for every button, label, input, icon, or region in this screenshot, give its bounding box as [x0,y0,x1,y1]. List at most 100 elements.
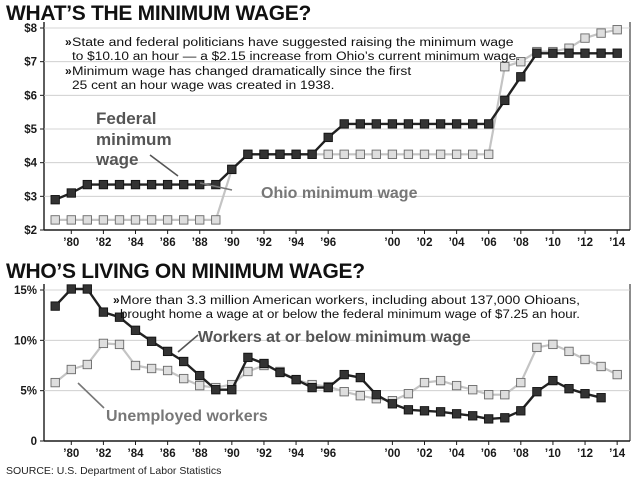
wage-federal-minimum-wage-point [179,179,189,190]
wage-ohio-minimum-wage-point [82,215,92,225]
living-x-tick-label: ’84 [128,448,145,460]
living-unemployed-workers-point [179,373,189,384]
wage-federal-minimum-wage-point [580,48,590,58]
wage-federal-minimum-wage-point [548,48,558,58]
living-x-tick-label: ’06 [481,448,497,460]
living-unemployed-workers-point [451,380,462,391]
wage-federal-minimum-wage-point [419,119,430,129]
wage-federal-minimum-wage-point [146,179,157,190]
living-workers-at-or-below-minimum-wage-point [307,382,317,393]
wage-ohio-minimum-wage-point [612,25,622,35]
wage-x-tick-label: ’14 [609,237,626,249]
living-y-tick-label: 15% [14,285,37,297]
chart-title-living-on-minimum-wage: WHO’S LIVING ON MINIMUM WAGE? [6,260,365,283]
living-workers-at-or-below-minimum-wage-point [548,375,558,386]
living-workers-at-or-below-minimum-wage-point [339,369,349,380]
living-workers-at-or-below-minimum-wage-point [275,367,285,378]
wage-ohio-minimum-wage-point [323,149,333,159]
wage-x-tick-label: ’02 [416,237,432,249]
living-workers-at-or-below-minimum-wage-point [195,370,205,381]
living-workers-at-or-below-minimum-wage-point [50,301,60,311]
wage-note-bullet: » [65,64,72,78]
wage-federal-minimum-wage-point [323,132,333,143]
living-unemployed-workers-point [130,360,141,371]
wage-federal-minimum-wage-point [82,179,92,190]
living-workers-at-or-below-minimum-wage-point [323,382,333,393]
wage-note-line: 25 cent an hour wage was created in 1938… [72,80,334,92]
living-x-tick-label: ’82 [95,448,111,460]
wage-ohio-minimum-wage-point [403,149,414,159]
living-workers-at-or-below-minimum-wage-point [419,406,430,416]
living-x-tick-label: ’00 [384,448,400,460]
wage-federal-minimum-wage-point [596,48,606,58]
living-unemployed-workers-point [532,342,542,353]
living-unemployed-workers-point [355,391,365,401]
wage-federal-minimum-wage-point [435,119,446,129]
living-workers-at-or-below-minimum-wage-point [179,356,189,367]
living-workers-at-or-below-minimum-wage-label-pointer [177,334,199,353]
wage-ohio-minimum-wage-point [484,149,494,159]
living-workers-at-or-below-minimum-wage-point [243,352,253,363]
living-unemployed-workers-point [162,365,173,376]
wage-federal-minimum-wage-label: minimum [96,130,172,149]
living-workers-at-or-below-minimum-wage-point [162,346,173,357]
wage-note-line: State and federal politicians have sugge… [72,37,514,49]
wage-ohio-minimum-wage-point [500,62,510,72]
living-unemployed-workers-point [419,377,430,388]
wage-federal-minimum-wage-point [259,149,269,159]
living-x-tick-label: ’12 [577,448,593,460]
wage-federal-minimum-wage-point [403,119,414,129]
wage-x-tick-label: ’92 [256,237,272,249]
living-x-tick-label: ’80 [63,448,79,460]
living-y-tick-label: 10% [14,335,37,347]
living-workers-at-or-below-minimum-wage-point [98,307,109,317]
living-workers-at-or-below-minimum-wage-point [82,284,92,294]
wage-federal-minimum-wage-point [451,119,462,129]
wage-federal-minimum-wage-point [98,179,109,190]
living-workers-at-or-below-minimum-wage-point [580,389,590,399]
wage-federal-minimum-wage-point [612,48,622,58]
living-chart: 0 5% 10% 15% ’80 ’82 ’84 ’86 ’88 ’90 ’92 ’94 ’96 ’00 ’… [14,284,631,460]
wage-ohio-minimum-wage-point [130,215,141,225]
living-workers-at-or-below-minimum-wage-point [387,399,398,409]
living-workers-at-or-below-minimum-wage-point [468,411,478,421]
living-unemployed-workers-point [98,338,109,349]
wage-ohio-minimum-wage-point [516,57,526,67]
wage-y-tick-label: $4 [24,158,37,170]
living-workers-at-or-below-minimum-wage-point [211,385,221,395]
wage-note-line: Minimum wage has changed dramatically si… [72,66,412,78]
wage-ohio-minimum-wage-point [211,215,221,225]
wage-ohio-minimum-wage-point [162,215,173,225]
living-unemployed-workers-point [580,354,590,365]
living-x-tick-label: ’14 [609,448,626,460]
wage-federal-minimum-wage-point [275,149,285,159]
living-unemployed-workers-label: Unemployed workers [106,408,268,425]
wage-federal-minimum-wage-label: Federal [96,109,156,128]
wage-ohio-minimum-wage-point [339,149,349,159]
living-workers-at-or-below-minimum-wage-point [532,387,542,397]
wage-x-tick-label: ’86 [160,237,176,249]
wage-y-tick-label: $2 [24,225,37,237]
wage-federal-minimum-wage-point [307,149,317,159]
living-unemployed-workers-point [435,375,446,386]
wage-ohio-minimum-wage-point [66,215,76,225]
living-workers-at-or-below-minimum-wage-point [146,336,157,346]
living-unemployed-workers-point [500,390,510,400]
living-note-bullet: » [113,293,120,307]
wage-ohio-minimum-wage-point [146,215,157,225]
living-x-tick-label: ’02 [416,448,432,460]
wage-federal-minimum-wage-point [291,149,301,159]
living-workers-at-or-below-minimum-wage-point [403,405,414,415]
wage-ohio-minimum-wage-point [195,215,205,225]
living-workers-at-or-below-minimum-wage-point [500,413,510,423]
living-x-tick-label: ’90 [224,448,240,460]
wage-federal-minimum-wage-label: wage [95,150,139,169]
living-workers-at-or-below-minimum-wage-label: Workers at or below minimum wage [198,329,471,346]
wage-ohio-minimum-wage-point [451,149,462,159]
living-workers-at-or-below-minimum-wage-point [484,414,494,424]
living-workers-at-or-below-minimum-wage-point [114,312,125,322]
living-workers-at-or-below-minimum-wage-point [259,358,269,369]
wage-y-tick-label: $7 [24,57,37,69]
wage-federal-minimum-wage-point [227,164,237,175]
